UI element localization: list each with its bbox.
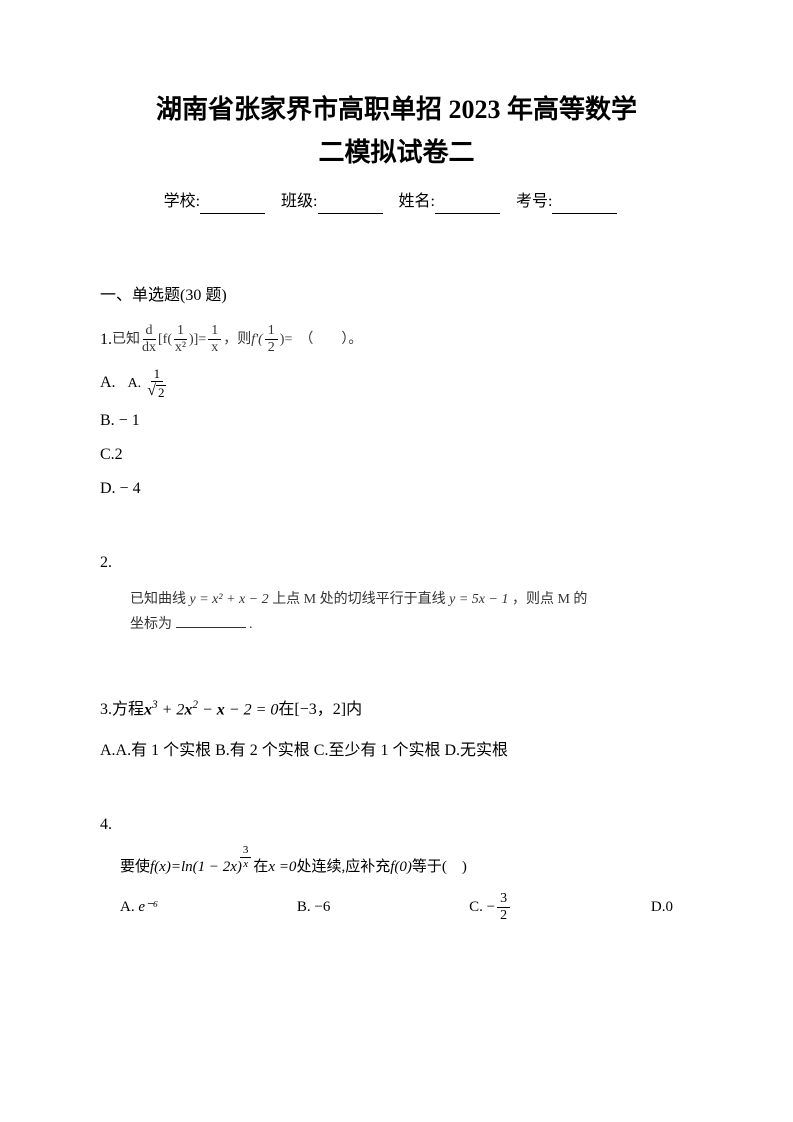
q4-exponent: 3 x (240, 845, 252, 870)
q1-fopen: [f( (158, 329, 172, 350)
q4-optA-val: e⁻⁶ (138, 896, 158, 919)
q4-optC-label: C. (469, 896, 483, 919)
exam-title-line2: 二模拟试卷二 (100, 133, 693, 172)
q4-option-a: A. e⁻⁶ (120, 892, 158, 923)
q4-fx: f(x)=ln(1 − 2x) (150, 856, 242, 879)
q1-1overx2: 1 x² (174, 324, 187, 355)
q2-answer-blank[interactable] (176, 614, 246, 628)
q1-option-b: B. − 1 (100, 409, 693, 433)
q3-prefix: 方程 (112, 698, 144, 722)
class-label: 班级: (281, 193, 317, 210)
q1-1overx: 1 x (208, 324, 221, 355)
q2-formula1: y = x² + x − 2 (190, 592, 269, 607)
q3-formula: x3 + 2x2 − x − 2 = 0 (144, 697, 278, 722)
q1-option-c: C.2 (100, 443, 693, 467)
q1-fprime: f'( (251, 329, 263, 350)
q1-paren: （ ）。 (299, 329, 362, 350)
q4-option-c: C. − 3 2 (469, 892, 512, 923)
q1-stem: 已知 d dx [f( 1 x² )]= 1 x ，则 f'( 1 2 )= (112, 324, 362, 355)
q4-f0: f(0) (390, 856, 412, 879)
q1-prefix: 已知 (112, 329, 140, 350)
q1-options: A. A. 1 √2 B. − 1 C.2 D. − 4 (100, 367, 693, 501)
q3-number: 3. (100, 698, 112, 722)
q3-stem: 3. 方程 x3 + 2x2 − x − 2 = 0 在[−3，2]内 (100, 697, 693, 722)
student-info-line: 学校: 班级: 姓名: 考号: (100, 190, 693, 214)
q4-options: A. e⁻⁶ B. −6 C. − 3 2 D.0 (100, 892, 693, 923)
q2-text4: 坐标为 (130, 617, 172, 632)
school-label: 学校: (164, 193, 200, 210)
q1-option-d: D. − 4 (100, 477, 693, 501)
q4-text3: 处连续,应补充 (296, 856, 390, 879)
q1-option-a: A. A. 1 √2 (100, 367, 693, 399)
exam-title-line1: 湖南省张家界市高职单招 2023 年高等数学 (100, 90, 693, 129)
q4-optC-neg: − (487, 896, 495, 919)
name-blank[interactable] (435, 196, 500, 214)
question-1: 1. 已知 d dx [f( 1 x² )]= 1 x ，则 f'( 1 2 (100, 324, 693, 501)
q4-optA-label: A. (120, 896, 135, 919)
q4-optC-frac: 3 2 (497, 892, 510, 923)
q1-fclose: )]= (189, 329, 206, 350)
q1-optA-inner-label: A. (128, 373, 142, 394)
q4-option-d: D.0 (651, 892, 673, 923)
q1-ddx: d dx (142, 324, 156, 355)
q1-then: ，则 (223, 329, 251, 350)
q1-optA-outer-label: A. (100, 371, 116, 395)
question-4: 4. 要使 f(x)=ln(1 − 2x) 3 x 在 x =0 处连续,应补充… (100, 813, 693, 923)
section1-title: 一、单选题(30 题) (100, 284, 693, 308)
q4-x0: x =0 (268, 856, 296, 879)
examno-label: 考号: (516, 193, 552, 210)
q2-stem: 已知曲线 y = x² + x − 2 上点 M 处的切线平行于直线 y = 5… (100, 587, 693, 637)
q4-text2: 在 (253, 856, 268, 879)
q2-period: . (249, 617, 253, 632)
question-3: 3. 方程 x3 + 2x2 − x − 2 = 0 在[−3，2]内 A.A.… (100, 697, 693, 762)
q4-text4: 等于( ) (412, 856, 467, 879)
question-2: 2. 已知曲线 y = x² + x − 2 上点 M 处的切线平行于直线 y … (100, 551, 693, 637)
q4-text1: 要使 (120, 856, 150, 879)
q2-number: 2. (100, 551, 693, 575)
name-label: 姓名: (399, 193, 435, 210)
q3-suffix: 在[−3，2]内 (278, 698, 362, 722)
q2-formula2: y = 5x − 1 (449, 592, 508, 607)
school-blank[interactable] (200, 196, 265, 214)
q4-number: 4. (100, 813, 693, 837)
q4-stem: 要使 f(x)=ln(1 − 2x) 3 x 在 x =0 处连续,应补充 f(… (100, 855, 693, 880)
class-blank[interactable] (318, 196, 383, 214)
q1-half: 1 2 (265, 324, 278, 355)
q3-options: A.A.有 1 个实根 B.有 2 个实根 C.至少有 1 个实根 D.无实根 (100, 739, 693, 763)
q2-text1: 已知曲线 (130, 592, 190, 607)
q1-number: 1. (100, 328, 112, 352)
q2-text2: 上点 M 处的切线平行于直线 (272, 592, 449, 607)
q4-option-b: B. −6 (297, 892, 330, 923)
sqrt-icon: √2 (147, 383, 166, 399)
examno-blank[interactable] (552, 196, 617, 214)
q1-close2: )= (280, 329, 293, 350)
q2-text3: ，则点 M 的 (512, 592, 587, 607)
q1-optA-frac: 1 √2 (147, 367, 166, 399)
